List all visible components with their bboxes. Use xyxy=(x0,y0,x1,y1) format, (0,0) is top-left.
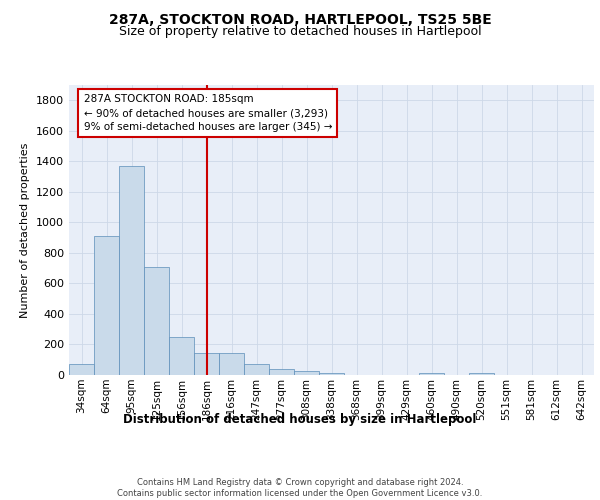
Bar xyxy=(294,370,319,375)
Bar xyxy=(319,372,344,375)
Text: Size of property relative to detached houses in Hartlepool: Size of property relative to detached ho… xyxy=(119,25,481,38)
Text: Distribution of detached houses by size in Hartlepool: Distribution of detached houses by size … xyxy=(124,412,476,426)
Bar xyxy=(194,353,219,375)
Bar xyxy=(469,373,494,375)
Bar xyxy=(69,364,94,375)
Text: Contains HM Land Registry data © Crown copyright and database right 2024.
Contai: Contains HM Land Registry data © Crown c… xyxy=(118,478,482,498)
Text: 287A STOCKTON ROAD: 185sqm
← 90% of detached houses are smaller (3,293)
9% of se: 287A STOCKTON ROAD: 185sqm ← 90% of deta… xyxy=(83,94,332,132)
Y-axis label: Number of detached properties: Number of detached properties xyxy=(20,142,31,318)
Bar xyxy=(94,236,119,375)
Text: 287A, STOCKTON ROAD, HARTLEPOOL, TS25 5BE: 287A, STOCKTON ROAD, HARTLEPOOL, TS25 5B… xyxy=(109,12,491,26)
Bar xyxy=(269,369,294,375)
Bar xyxy=(144,266,169,375)
Bar xyxy=(119,166,144,375)
Bar xyxy=(169,337,194,375)
Bar xyxy=(219,353,244,375)
Bar xyxy=(244,364,269,375)
Bar xyxy=(419,374,444,375)
